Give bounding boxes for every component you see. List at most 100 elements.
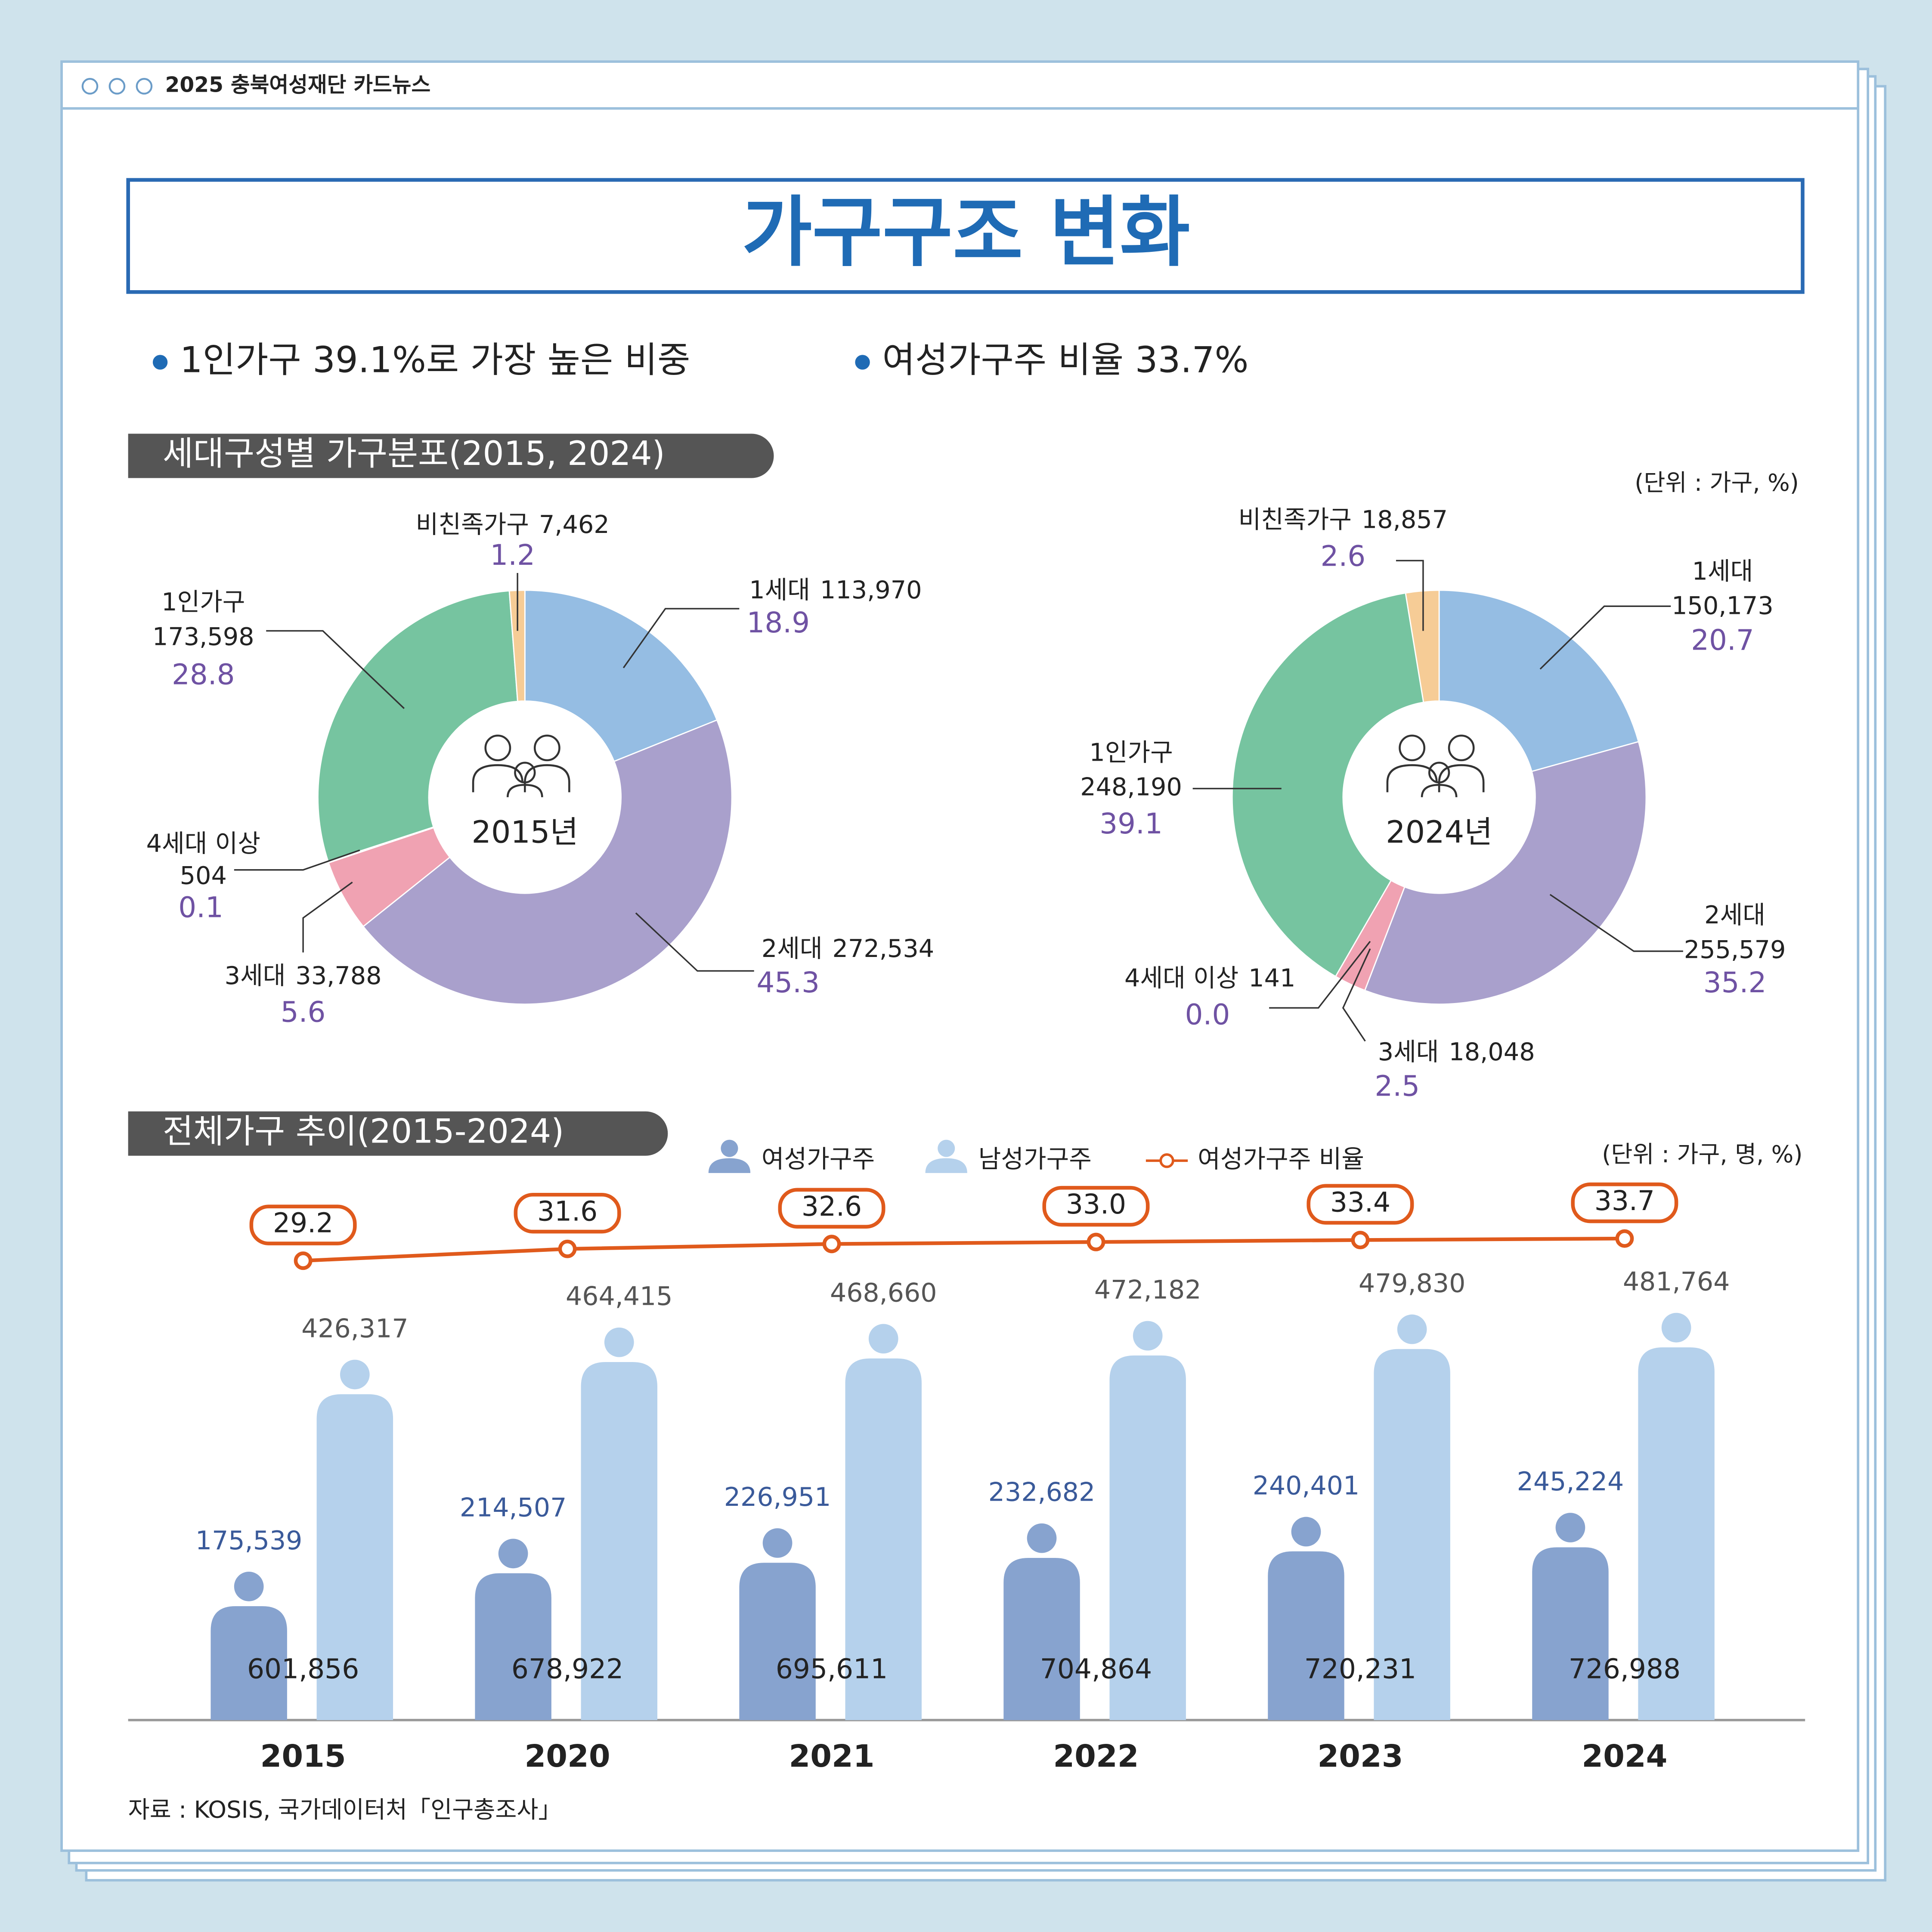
bar — [211, 1606, 287, 1720]
value-label: 464,415 — [566, 1282, 673, 1312]
value-label: 175,539 — [195, 1526, 303, 1556]
ratio-point — [1351, 1231, 1370, 1250]
bar-head — [868, 1324, 898, 1354]
x-tick-label: 2023 — [1317, 1738, 1403, 1774]
slice-count: 18,857 — [1362, 505, 1448, 534]
slice-name: 4세대 이상 — [1124, 964, 1238, 992]
total-label: 695,611 — [776, 1653, 888, 1684]
legend-label: 여성가구주 비율 — [1198, 1145, 1364, 1173]
slice-count: 7,462 — [539, 511, 610, 539]
legend-icon — [938, 1139, 955, 1157]
leader-line — [266, 630, 405, 709]
x-tick-label: 2024 — [1582, 1738, 1667, 1774]
slice-count: 255,579 — [1684, 935, 1786, 964]
slice-percent: 0.1 — [178, 891, 223, 924]
slice-name: 4세대 이상 — [146, 830, 260, 858]
ratio-label: 31.6 — [537, 1195, 598, 1227]
icon-body — [524, 764, 570, 793]
ratio-point — [558, 1239, 577, 1258]
ratio-label-box — [1307, 1184, 1414, 1225]
value-label: 481,764 — [1623, 1267, 1730, 1297]
legend-icon — [708, 1158, 751, 1173]
bar-head — [1397, 1314, 1427, 1344]
ratio-point — [822, 1235, 841, 1254]
ratio-label-box — [1571, 1182, 1678, 1223]
leader-line — [1539, 605, 1671, 670]
legend-label: 여성가구주 — [762, 1145, 875, 1173]
icon-body — [1421, 783, 1458, 798]
total-label: 720,231 — [1304, 1653, 1416, 1684]
ratio-point — [1087, 1232, 1105, 1251]
bar — [845, 1358, 922, 1720]
ratio-label: 32.6 — [802, 1191, 862, 1222]
bar — [1003, 1557, 1080, 1720]
bar — [475, 1573, 551, 1720]
total-label: 678,922 — [511, 1653, 623, 1684]
leader-line — [234, 849, 360, 871]
slice-name: 1세대 — [1692, 557, 1753, 586]
source: 자료 : KOSIS, 국가데이터처「인구총조사」 — [128, 1796, 562, 1824]
icon-body — [1386, 764, 1438, 793]
slice-percent: 2.6 — [1320, 540, 1365, 573]
highlight: 여성가구주 비율 33.7% — [882, 339, 1248, 381]
bar-head — [1555, 1513, 1585, 1542]
bullet — [152, 355, 168, 370]
icon-head — [1428, 762, 1450, 783]
slice-name: 1세대 — [749, 576, 810, 604]
ratio-point — [1615, 1229, 1634, 1248]
slice-name: 1인가구 — [161, 588, 245, 616]
bar — [581, 1362, 658, 1720]
icon-head — [533, 734, 560, 762]
total-label: 726,988 — [1569, 1653, 1681, 1684]
ratio-label: 29.2 — [273, 1208, 333, 1239]
bar-head — [1661, 1313, 1691, 1343]
title: 가구구조 변화 — [742, 188, 1190, 277]
ratio-line — [303, 1236, 1625, 1263]
value-label: 245,224 — [1517, 1467, 1624, 1497]
section-title: 전체가구 추이(2015-2024) — [163, 1112, 564, 1151]
x-tick-label: 2020 — [524, 1738, 610, 1774]
slice-label: 4세대 이상 141 — [1124, 964, 1295, 992]
center-label: 2024년 — [1386, 814, 1492, 850]
bar-head — [1133, 1321, 1163, 1351]
leader-line — [1342, 948, 1371, 1042]
bar — [1268, 1551, 1344, 1720]
bar — [1374, 1349, 1450, 1720]
value-label: 240,401 — [1253, 1471, 1360, 1501]
slice-label: 3세대 33,788 — [225, 961, 382, 990]
value-label: 472,182 — [1094, 1275, 1201, 1305]
slice-count: 141 — [1248, 964, 1295, 992]
slice-count: 18,048 — [1449, 1038, 1535, 1066]
value-label: 214,507 — [460, 1492, 567, 1523]
icon-body — [1438, 764, 1485, 793]
bar-head — [498, 1539, 528, 1569]
ratio-label-box — [514, 1192, 621, 1234]
icon-body — [506, 783, 543, 798]
leader-line — [635, 912, 754, 972]
icon-head — [514, 762, 536, 783]
slice-count: 33,788 — [295, 961, 381, 990]
slice-percent: 0.0 — [1185, 998, 1230, 1031]
slice-percent: 45.3 — [756, 966, 820, 999]
icon-head — [484, 734, 511, 762]
total-label: 601,856 — [247, 1653, 359, 1684]
total-label: 704,864 — [1040, 1653, 1152, 1684]
donut-hole — [1343, 701, 1536, 894]
x-tick-label: 2015 — [260, 1738, 346, 1774]
slice-name: 3세대 — [225, 961, 286, 990]
bar-head — [1291, 1517, 1321, 1547]
bar — [1532, 1547, 1609, 1720]
bar-head — [762, 1528, 793, 1558]
header-text: 2025 충북여성재단 카드뉴스 — [165, 73, 431, 97]
people-icon — [1386, 734, 1485, 798]
ratio-label: 33.0 — [1066, 1189, 1126, 1220]
leader-line — [1549, 894, 1683, 952]
bar-head — [340, 1359, 370, 1390]
ratio-label-box — [249, 1204, 357, 1245]
bar — [1109, 1355, 1186, 1720]
bar — [316, 1394, 393, 1720]
slice-name: 비친족가구 — [416, 511, 529, 539]
section-title: 세대구성별 가구분포(2015, 2024) — [163, 434, 665, 473]
center-label: 2015년 — [471, 814, 578, 850]
